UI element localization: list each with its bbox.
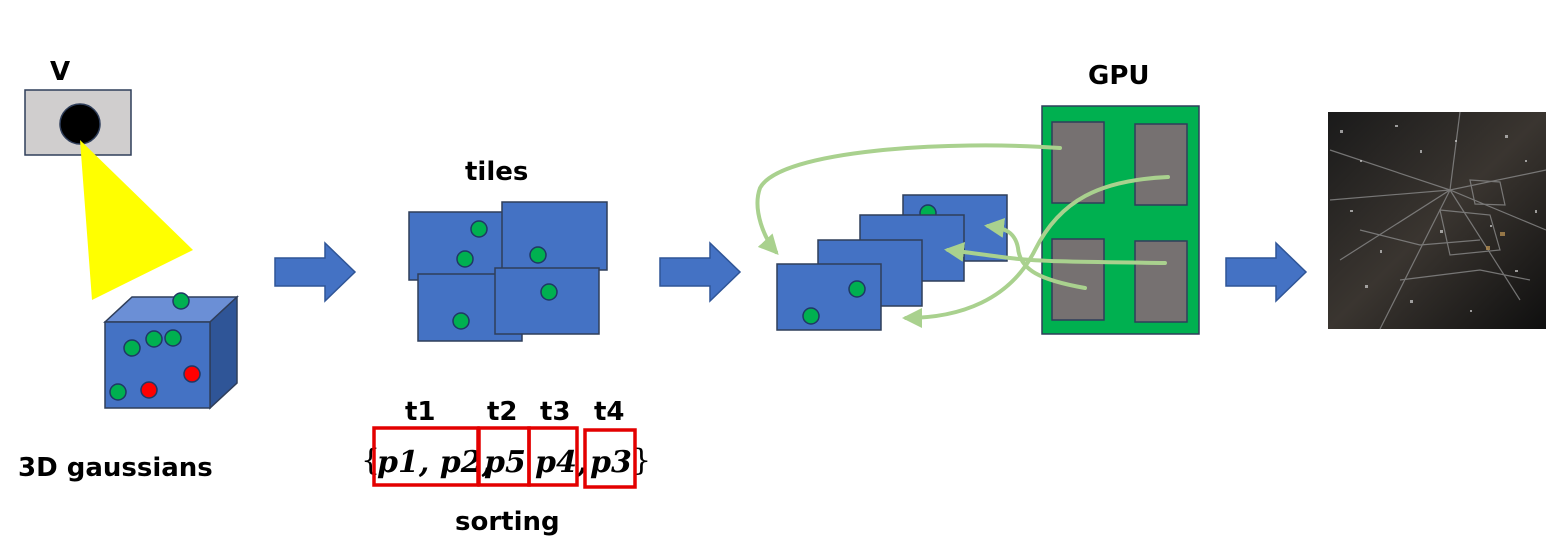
gaussian-dot — [172, 292, 190, 310]
gpu-core — [1134, 240, 1188, 323]
gaussian-dot — [109, 383, 127, 401]
stacked-tiles — [776, 194, 1008, 331]
camera-lens-icon — [59, 103, 101, 145]
sort-group-4: p3 — [590, 445, 632, 480]
tile-label-t4: t4 — [594, 397, 625, 427]
gaussian-dot — [164, 329, 182, 347]
gaussian-dot — [848, 280, 866, 298]
rendered-image — [1328, 111, 1547, 330]
gaussians-label: 3D gaussians — [18, 453, 213, 483]
gpu-board — [1041, 105, 1200, 335]
view-frustum — [80, 140, 193, 300]
tile — [501, 201, 608, 271]
gaussian-dot — [529, 246, 547, 264]
sort-group-3: p4, — [535, 445, 587, 480]
gaussian-dot — [540, 283, 558, 301]
thread-arrows — [755, 143, 1170, 328]
sort-box-t4 — [583, 428, 637, 489]
tile — [494, 267, 600, 335]
sort-group-1: p1, p2, — [377, 445, 492, 480]
tile — [776, 263, 882, 331]
gpu-label: GPU — [1088, 61, 1150, 91]
camera-label: V — [50, 57, 70, 87]
gaussian-dot-red — [183, 365, 201, 383]
tile-label-t3: t3 — [540, 397, 571, 427]
flow-arrow-3-icon — [1225, 241, 1308, 303]
sort-group-2: p5 — [484, 445, 526, 480]
gaussian-dot — [802, 307, 820, 325]
tiles-label: tiles — [465, 157, 528, 187]
close-brace: } — [632, 443, 651, 478]
flow-arrow-2-icon — [659, 241, 742, 303]
sorting-label: sorting — [455, 507, 560, 537]
sorting-list: t1 t2 t3 t4 { p1, p2, p5 p4, p3 } — [361, 397, 651, 489]
tile-label-t2: t2 — [487, 397, 518, 427]
gpu-core — [1134, 123, 1188, 206]
flow-arrow-1-icon — [274, 241, 357, 303]
thread-arrow — [755, 143, 1062, 255]
thread-arrow — [944, 241, 1167, 265]
rendered-image-frame — [1328, 112, 1546, 329]
thread-arrow — [984, 217, 1087, 290]
gaussian-dot-red — [140, 381, 158, 399]
gaussian-dot — [145, 330, 163, 348]
gaussian-dot — [456, 250, 474, 268]
tile-label-t1: t1 — [405, 397, 436, 427]
gaussian-dot — [123, 339, 141, 357]
gaussian-cube — [103, 292, 239, 410]
camera: V — [24, 57, 193, 300]
gaussian-dot — [470, 220, 488, 238]
tiles-group — [408, 201, 608, 342]
sort-box-t3 — [527, 426, 579, 487]
gaussian-dot — [452, 312, 470, 330]
gpu-core — [1051, 238, 1105, 321]
thread-arrow — [902, 175, 1170, 328]
cube-front-face — [104, 321, 211, 409]
